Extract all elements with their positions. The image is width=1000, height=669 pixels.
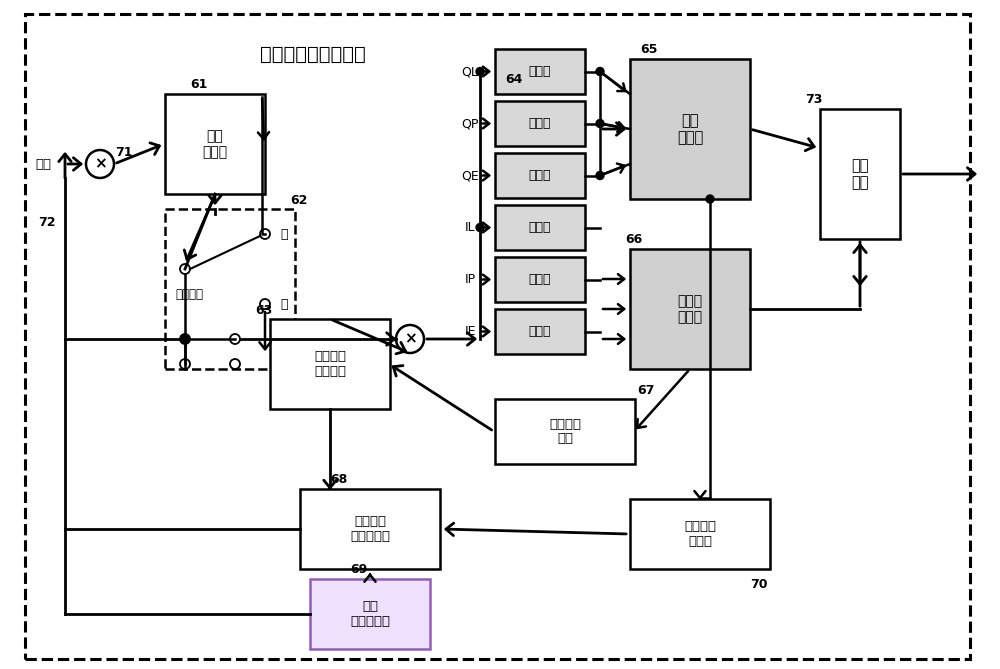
Text: ×: × [94,157,106,171]
Text: 累加器: 累加器 [529,325,551,338]
Text: 本地码序
列生成器: 本地码序 列生成器 [314,350,346,378]
Text: IL: IL [465,221,475,234]
Text: 码相位
鉴相器: 码相位 鉴相器 [677,294,703,324]
Text: 扩跳频混合解调模块: 扩跳频混合解调模块 [260,45,366,64]
Text: QL: QL [462,65,478,78]
Bar [495,257,585,302]
Text: 是: 是 [280,298,288,310]
Bar [270,319,390,409]
Bar [495,205,585,250]
Text: QP: QP [461,117,479,130]
Bar [630,249,750,369]
Bar [820,109,900,239]
Text: 匹配
滤波器: 匹配 滤波器 [202,129,228,159]
Circle shape [181,335,189,343]
Text: ×: × [404,332,416,347]
Circle shape [476,223,484,231]
Text: 69: 69 [350,563,367,576]
Text: 是否捕获: 是否捕获 [175,288,203,300]
Bar [300,489,440,569]
Text: 63: 63 [255,304,272,317]
Text: 载波环路
滤波器: 载波环路 滤波器 [684,520,716,548]
Bar [630,59,750,199]
Text: 否: 否 [280,227,288,240]
Text: 67: 67 [637,384,654,397]
Text: 跳频
指令发生器: 跳频 指令发生器 [350,600,390,628]
Text: 累加器: 累加器 [529,117,551,130]
Text: QE: QE [461,169,479,182]
Text: 载波
鉴相器: 载波 鉴相器 [677,113,703,145]
Bar [495,49,585,94]
Bar [310,579,430,649]
Text: 71: 71 [115,146,132,159]
Text: 判决
输出: 判决 输出 [851,158,869,190]
Text: 73: 73 [805,93,822,106]
Circle shape [596,171,604,179]
Text: 累加器: 累加器 [529,65,551,78]
Bar [495,399,635,464]
Bar [165,94,265,194]
Text: 输入: 输入 [35,157,51,171]
Text: 64: 64 [505,73,522,86]
Text: 累加器: 累加器 [529,221,551,234]
Bar [495,153,585,198]
Bar [630,499,770,569]
Text: 68: 68 [330,473,347,486]
Text: 65: 65 [640,43,657,56]
Text: 直接数字
频率合成器: 直接数字 频率合成器 [350,515,390,543]
Circle shape [596,68,604,76]
Bar [165,209,295,369]
Text: 61: 61 [190,78,207,91]
Text: 66: 66 [625,233,642,246]
Circle shape [476,68,484,76]
Bar [495,309,585,354]
Circle shape [596,120,604,128]
Bar [495,101,585,146]
Text: 累加器: 累加器 [529,169,551,182]
Text: 累加器: 累加器 [529,273,551,286]
Circle shape [706,195,714,203]
Text: 62: 62 [290,194,307,207]
Text: 70: 70 [750,578,768,591]
Text: IE: IE [464,325,476,338]
Text: 码环路滤
波器: 码环路滤 波器 [549,417,581,446]
Text: 72: 72 [38,216,56,229]
Text: IP: IP [464,273,476,286]
